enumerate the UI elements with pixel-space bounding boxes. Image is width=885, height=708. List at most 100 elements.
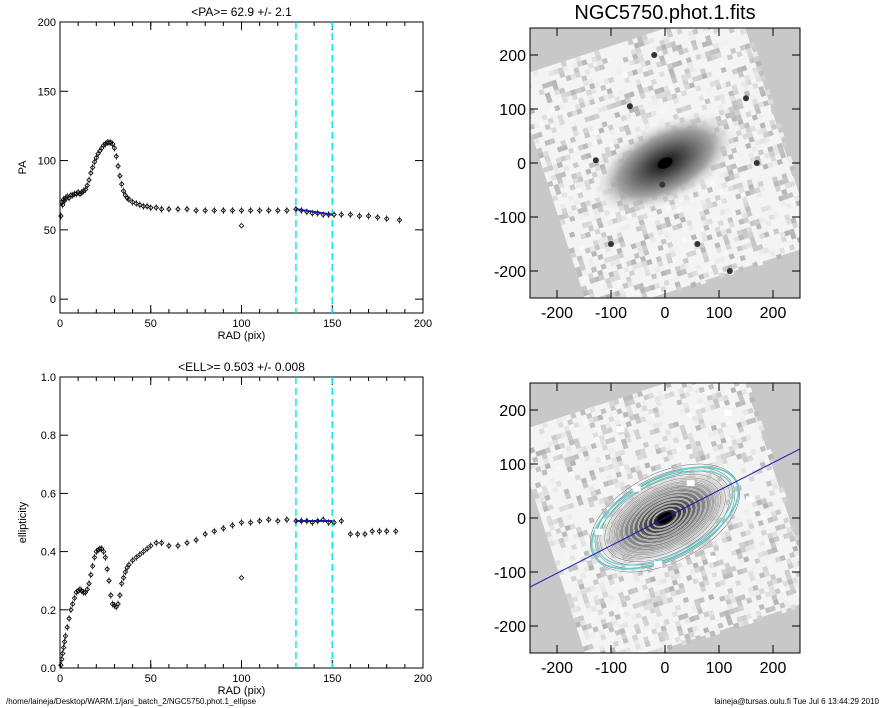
major-axis-line: [530, 448, 800, 588]
noise-pixel: [790, 201, 797, 208]
noise-pixel: [759, 122, 766, 129]
noise-pixel: [673, 568, 680, 575]
noise-pixel: [799, 569, 800, 576]
noise-pixel: [601, 57, 609, 65]
noise-pixel: [677, 614, 685, 621]
noise-pixel: [591, 140, 599, 147]
noise-pixel: [737, 71, 745, 78]
noise-pixel: [571, 433, 579, 440]
noise-pixel: [756, 65, 764, 72]
noise-pixel: [698, 94, 705, 102]
noise-pixel: [591, 495, 599, 502]
noise-pixel: [754, 139, 761, 146]
noise-pixel: [550, 174, 557, 181]
data-point: [220, 525, 227, 532]
data-point: [88, 170, 94, 176]
data-point: [175, 206, 181, 212]
noise-pixel: [658, 410, 666, 417]
noise-pixel: [759, 524, 766, 532]
noise-pixel: [706, 394, 713, 402]
noise-pixel: [602, 480, 610, 488]
noise-pixel: [585, 89, 593, 96]
data-point: [256, 207, 263, 214]
noise-pixel: [769, 203, 777, 210]
noise-pixel: [714, 402, 721, 409]
noise-pixel: [660, 593, 667, 600]
noise-pixel: [714, 612, 721, 620]
noise-pixel: [645, 111, 653, 119]
noise-pixel: [731, 99, 738, 107]
noise-pixel: [814, 596, 820, 602]
noise-pixel: [575, 56, 582, 63]
noise-pixel: [634, 449, 642, 456]
noise-pixel: [694, 372, 700, 378]
noise-pixel: [655, 463, 662, 471]
noise-pixel: [761, 434, 768, 441]
noise-pixel: [741, 243, 748, 251]
noise-pixel: [718, 61, 726, 69]
noise-pixel: [569, 523, 576, 530]
data-point: [73, 589, 80, 596]
noise-pixel: [760, 497, 768, 505]
data-point: [84, 182, 90, 189]
noise-pixel: [558, 442, 566, 449]
y-axis-label: PA: [17, 160, 29, 175]
noise-pixel: [617, 137, 624, 144]
noise-pixel: [738, 541, 745, 549]
noise-pixel: [718, 109, 725, 116]
noise-pixel: [557, 82, 564, 90]
noise-pixel: [695, 53, 702, 61]
noise-pixel: [698, 273, 705, 280]
noise-pixel: [593, 436, 601, 443]
noise-pixel: [584, 423, 591, 431]
noise-pixel: [657, 647, 664, 653]
masked-patch: [724, 410, 733, 416]
noise-pixel: [736, 390, 743, 397]
noise-pixel: [627, 281, 634, 288]
noise-pixel: [769, 605, 776, 612]
noise-pixel: [589, 616, 596, 624]
noise-pixel: [719, 595, 726, 602]
data-point: [147, 204, 154, 211]
noise-pixel: [611, 572, 619, 579]
noise-pixel: [618, 481, 626, 488]
noise-pixel: [617, 623, 625, 630]
noise-pixel: [565, 577, 573, 584]
noise-pixel: [751, 145, 758, 153]
noise-pixel: [679, 383, 686, 384]
noise-pixel: [792, 545, 799, 552]
y-tick-label: 100: [499, 457, 526, 474]
noise-pixel: [759, 461, 766, 468]
noise-pixel: [544, 171, 551, 178]
noise-pixel: [542, 489, 550, 497]
noise-pixel: [748, 152, 755, 159]
data-point: [115, 601, 121, 607]
y-tick-label: 200: [499, 403, 526, 420]
noise-pixel: [808, 593, 814, 599]
noise-pixel: [636, 36, 644, 43]
noise-pixel: [731, 84, 738, 91]
noise-pixel: [588, 98, 596, 106]
noise-pixel: [744, 43, 751, 50]
noise-pixel: [767, 453, 774, 460]
noise-pixel: [619, 241, 626, 248]
noise-pixel: [754, 108, 762, 115]
noise-pixel: [579, 149, 586, 156]
noise-pixel: [747, 52, 754, 59]
noise-pixel: [552, 518, 559, 525]
noise-pixel: [699, 68, 707, 75]
noise-pixel: [685, 104, 692, 111]
noise-pixel: [725, 80, 732, 88]
noise-pixel: [653, 443, 661, 450]
noise-pixel: [639, 416, 647, 423]
noise-pixel: [647, 602, 655, 610]
noise-pixel: [622, 621, 629, 629]
noise-pixel: [545, 515, 553, 522]
noise-pixel: [638, 56, 645, 63]
data-point: [60, 644, 67, 651]
noise-pixel: [734, 385, 742, 392]
noise-pixel: [778, 179, 785, 186]
noise-pixel: [636, 454, 643, 461]
noise-pixel: [562, 97, 569, 104]
noise-pixel: [644, 59, 651, 67]
